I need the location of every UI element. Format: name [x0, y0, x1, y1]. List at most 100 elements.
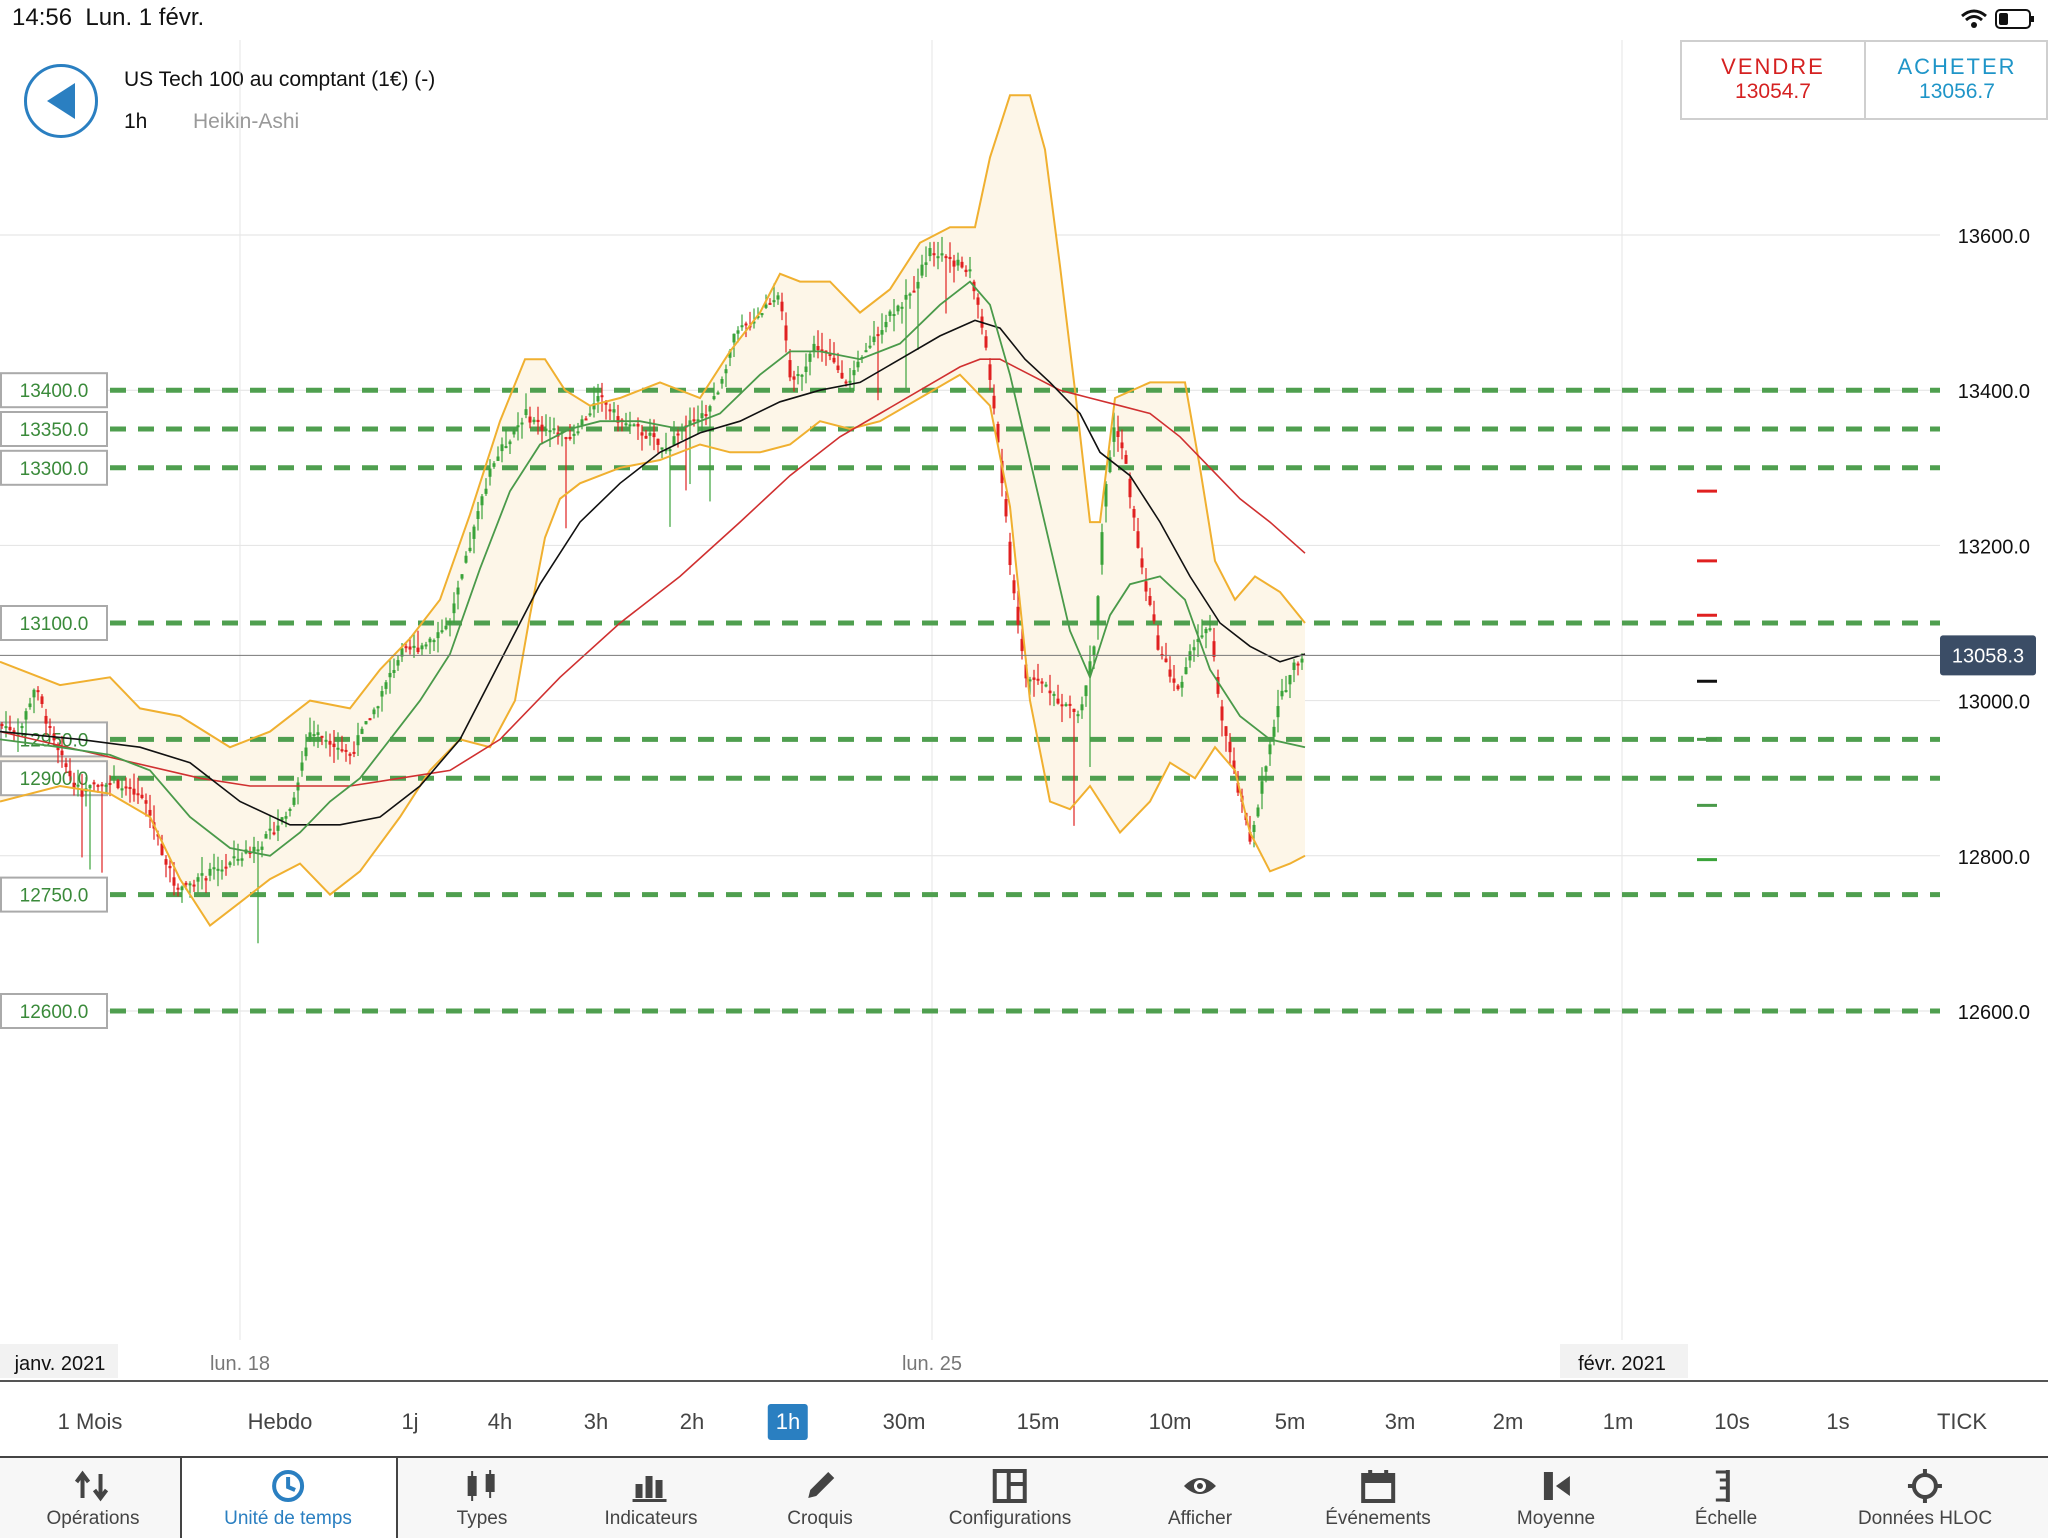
candle-body [508, 441, 512, 445]
level-label: 13300.0 [20, 459, 89, 480]
level-label: 12750.0 [20, 886, 89, 907]
toolbar-clock-button[interactable]: Unité de temps [224, 1458, 352, 1538]
candle-body [1036, 678, 1040, 681]
candle-body [816, 346, 820, 351]
instrument-name: US Tech 100 au comptant (1€) (-) [124, 68, 436, 91]
toolbar-average-button[interactable]: Moyenne [1517, 1458, 1595, 1538]
candle-body [624, 423, 628, 426]
candle-body [580, 419, 584, 426]
candle-body [1132, 509, 1136, 518]
timeframe-5m[interactable]: 5m [1274, 1409, 1306, 1434]
candle-body [540, 424, 544, 431]
timeframe-2h[interactable]: 2h [679, 1409, 705, 1434]
candle-body [76, 784, 80, 787]
candle-body [1216, 677, 1220, 694]
toolbar-arrows-button[interactable]: Opérations [47, 1458, 139, 1538]
candle-body [112, 776, 116, 779]
candle-body [572, 433, 576, 436]
candle-body [616, 416, 620, 423]
level-label: 13350.0 [20, 420, 89, 441]
toolbar-bars-button[interactable]: Indicateurs [605, 1458, 697, 1538]
toolbar-eye-button[interactable]: Afficher [1168, 1458, 1232, 1538]
candle-body [1288, 675, 1292, 685]
candle-body [700, 413, 704, 419]
toolbar-crosshair-button[interactable]: Données HLOC [1858, 1458, 1992, 1538]
candle-body [836, 365, 840, 371]
candle-body [984, 336, 988, 348]
toolbar-calendar-button[interactable]: Événements [1325, 1458, 1431, 1538]
candle-body [316, 732, 320, 736]
candle-body [776, 295, 780, 300]
candle-body [1088, 661, 1092, 675]
candle-body [812, 343, 816, 352]
timeframe-1j[interactable]: 1j [401, 1409, 419, 1434]
candle-body [108, 782, 112, 785]
timeframe-10s[interactable]: 10s [1714, 1409, 1750, 1434]
candle-body [712, 396, 716, 400]
axis-labels: 13600.0 13400.0 13200.0 13000.0 12800.0 12600… [0, 226, 2036, 1378]
candle-body [484, 488, 488, 494]
candle-body [224, 866, 228, 869]
candle-body [1276, 706, 1280, 718]
candle-body [1136, 531, 1140, 548]
candle-body [1064, 704, 1068, 707]
sell-button[interactable]: VENDRE 13054.7 [1682, 42, 1866, 118]
timeframe-30m[interactable]: 30m [882, 1409, 926, 1434]
back-button[interactable] [24, 64, 98, 138]
candle-body [176, 887, 180, 890]
candle-body [124, 786, 128, 789]
candle-body [216, 868, 220, 871]
timeframe-15m[interactable]: 15m [1016, 1409, 1060, 1434]
toolbar-pencil-button[interactable]: Croquis [787, 1458, 853, 1538]
candle-body [412, 645, 416, 648]
price-chart[interactable]: 13400.013350.013300.013100.012950.012900… [0, 40, 2048, 1380]
bottom-toolbar: Opérations Unité de temps Types Indicateurs… [0, 1456, 2048, 1538]
candle-body [820, 349, 824, 352]
candle-body [1156, 635, 1160, 650]
candle-body [312, 734, 316, 737]
candle-body [72, 782, 76, 788]
candle-body [668, 449, 672, 452]
timeframe-4h[interactable]: 4h [487, 1409, 513, 1434]
candle-body [320, 735, 324, 738]
indicator-lines [0, 94, 1940, 928]
candle-body [200, 873, 204, 876]
timeframe-2m[interactable]: 2m [1492, 1409, 1524, 1434]
candle-body [604, 401, 608, 405]
candle-body [544, 428, 548, 432]
timeframe-1s[interactable]: 1s [1826, 1409, 1850, 1434]
candle-body [652, 433, 656, 438]
candle-body [380, 691, 384, 697]
timeframe-hebdo[interactable]: Hebdo [247, 1409, 313, 1434]
candle-body [260, 846, 264, 850]
candle-body [792, 376, 796, 380]
candle-body [600, 395, 604, 398]
toolbar-candles-button[interactable]: Types [457, 1458, 507, 1538]
candle-body [1184, 667, 1188, 675]
candle-body [916, 281, 920, 289]
timeframe-tick[interactable]: TICK [1936, 1409, 1988, 1434]
candle-body [416, 647, 420, 653]
candle-body [944, 256, 948, 259]
timeframe-3m[interactable]: 3m [1384, 1409, 1416, 1434]
candle-body [856, 361, 860, 368]
candle-body [1212, 641, 1216, 658]
candle-body [852, 370, 856, 376]
y-tick-label: 13000.0 [1958, 692, 2030, 714]
y-tick-label: 13600.0 [1958, 226, 2030, 248]
candle-body [1248, 831, 1252, 842]
bollinger-lower-line [0, 373, 1306, 928]
candle-body [956, 259, 960, 266]
timeframe-1-mois[interactable]: 1 Mois [57, 1409, 123, 1434]
timeframe-1m[interactable]: 1m [1602, 1409, 1634, 1434]
toolbar-scale-button[interactable]: Échelle [1695, 1458, 1757, 1538]
candle-body [252, 846, 256, 852]
buy-button[interactable]: ACHETER 13056.7 [1866, 42, 2048, 118]
level-box [0, 372, 108, 409]
candle-body [772, 300, 776, 303]
timeframe-3h[interactable]: 3h [583, 1409, 609, 1434]
timeframe-1h[interactable]: 1h [767, 1404, 809, 1440]
toolbar-layout-button[interactable]: Configurations [949, 1458, 1071, 1538]
candle-body [340, 749, 344, 752]
timeframe-10m[interactable]: 10m [1148, 1409, 1192, 1434]
